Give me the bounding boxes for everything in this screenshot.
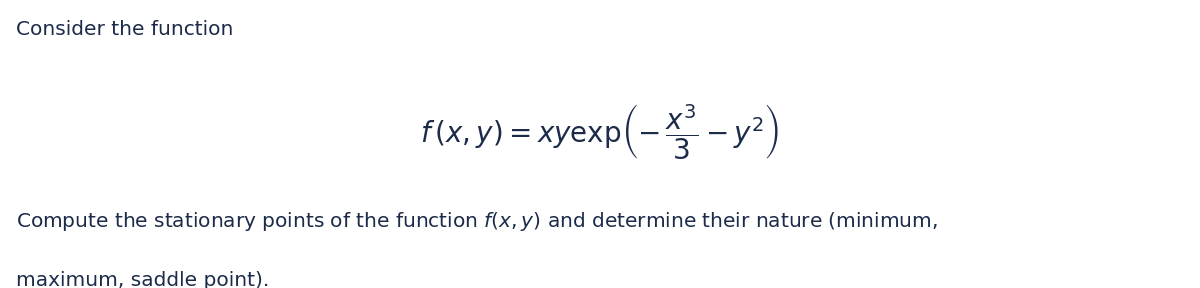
Text: Consider the function: Consider the function [16, 20, 233, 39]
Text: maximum, saddle point).: maximum, saddle point). [16, 271, 269, 288]
Text: Compute the stationary points of the function $f(x, y)$ and determine their natu: Compute the stationary points of the fun… [16, 210, 937, 233]
Text: $f\,(x, y) = xy \exp\!\left(-\,\dfrac{x^3}{3} - y^2\right)$: $f\,(x, y) = xy \exp\!\left(-\,\dfrac{x^… [420, 103, 780, 162]
